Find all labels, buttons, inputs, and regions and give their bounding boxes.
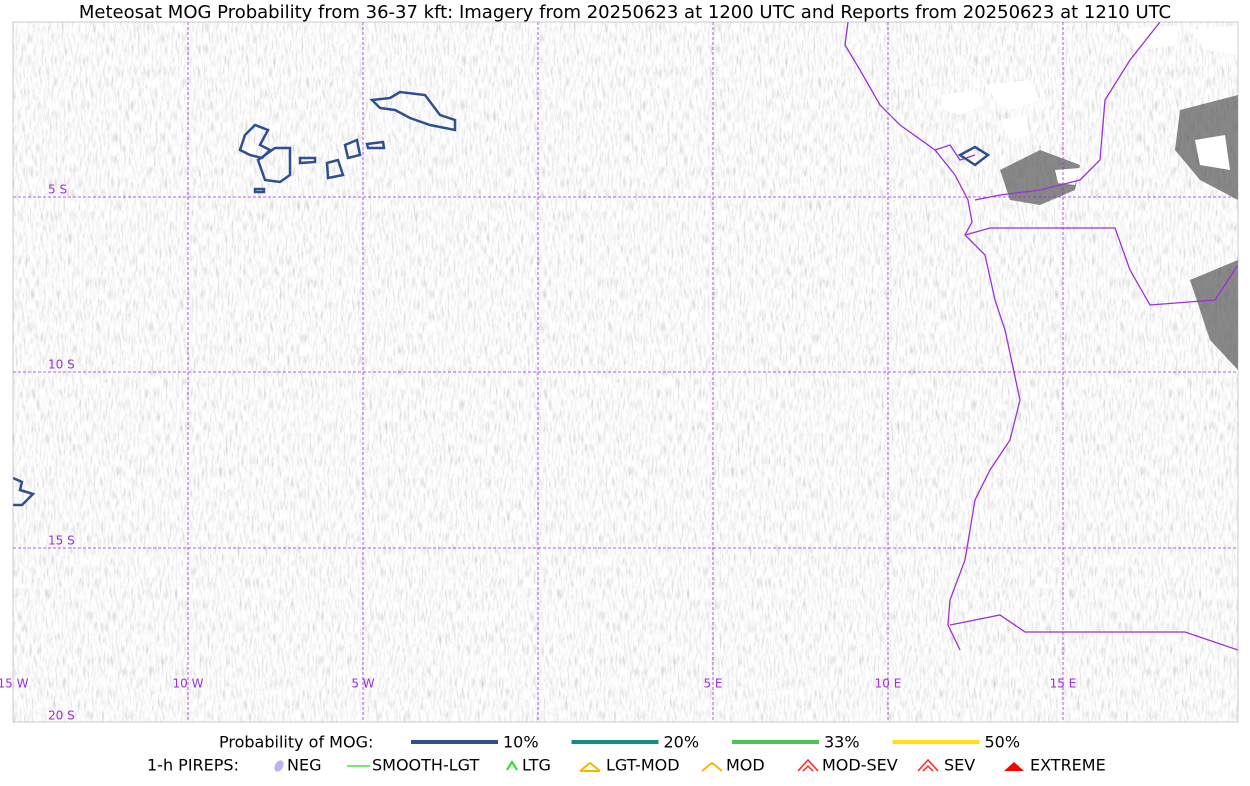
lon-label: 15 E: [1050, 677, 1077, 691]
legend-label: MOD: [726, 756, 765, 775]
map: [13, 22, 1238, 722]
graticule: [13, 22, 1238, 722]
legend-label: LTG: [522, 756, 551, 775]
pirep-icon: [579, 761, 601, 772]
lat-label: 5 S: [48, 183, 67, 197]
legend-label: SMOOTH-LGT: [372, 756, 479, 775]
lon-label: 10 E: [875, 677, 902, 691]
legend: Probability of MOG: 10% 20% 33% 50% 1-h PIREP…: [147, 733, 1106, 775]
legend-label: 50%: [985, 733, 1021, 752]
coastlines: [844, 22, 1238, 651]
lon-label: 15 W: [0, 677, 29, 691]
pirep-icon: [274, 760, 284, 772]
pirep-icon: [506, 760, 518, 771]
title: Meteosat MOG Probability from 36-37 kft:…: [79, 2, 1171, 23]
legend-label: NEG: [287, 756, 321, 775]
lon-label: 5 W: [351, 677, 374, 691]
lon-label: 5 E: [703, 677, 722, 691]
legend-label: 20%: [664, 733, 700, 752]
map-labels: 5 S 10 S 15 S 20 S 15 W 10 W 5 W 5 E 10 E 15 E: [0, 183, 1076, 723]
lat-label: 10 S: [48, 358, 75, 372]
legend-label: LGT-MOD: [606, 756, 680, 775]
legend-heading: 1-h PIREPS:: [147, 756, 239, 775]
map-frame: [12, 21, 1239, 723]
pirep-icon: [917, 758, 939, 772]
legend-label: MOD-SEV: [822, 756, 898, 775]
dark-clouds: [1000, 95, 1238, 370]
pirep-icon: [797, 758, 819, 772]
lon-label: 10 W: [173, 677, 204, 691]
legend-label: 33%: [824, 733, 860, 752]
pirep-icon: [1004, 762, 1024, 771]
legend-heading: Probability of MOG:: [219, 733, 373, 752]
legend-label: EXTREME: [1030, 756, 1106, 775]
probability-contours: [13, 90, 991, 507]
bright-clouds: [940, 25, 1238, 185]
lat-label: 20 S: [48, 709, 75, 723]
lat-label: 15 S: [48, 534, 75, 548]
legend-label: 10%: [503, 733, 539, 752]
pirep-icon: [701, 761, 723, 772]
legend-label: SEV: [944, 756, 975, 775]
